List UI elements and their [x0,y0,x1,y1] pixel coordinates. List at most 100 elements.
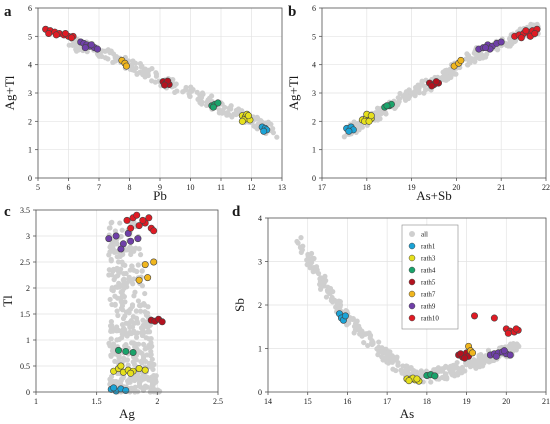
y-tick-label: 1 [26,336,30,345]
panel-b-letter: b [288,4,296,20]
data-point-rath10 [45,29,53,37]
y-tick-label: 2 [312,117,316,126]
background-point-all [395,100,401,107]
background-point-all [439,75,445,81]
y-tick-label: 0 [26,388,30,397]
data-point-rath7 [457,56,465,64]
background-point-all [139,283,146,289]
data-point-rath3 [244,112,252,120]
background-point-all [298,235,304,241]
legend-marker-rath3 [408,254,416,262]
panel-c-ag-vs-tl: c 1 1.5 2 2.5 0 0.5 1 1.5 2 2.5 3 3.5 Ag Tl [0,204,223,421]
background-point-all [142,346,148,352]
background-point-all [308,250,315,257]
background-point-all [125,362,131,368]
background-point-all [139,268,145,274]
background-point-all [142,383,149,389]
data-point-rath7 [122,62,130,70]
background-point-all [137,377,143,383]
data-point-rath9 [500,347,508,355]
background-point-all [109,322,115,328]
background-point-all [134,71,140,77]
x-axis-title: Pb [153,188,167,203]
y-tick-label: 1 [28,146,32,155]
x-tick-label: 16 [343,397,351,406]
x-tick-label: 7 [97,183,101,192]
data-point-rath1 [341,312,349,320]
background-point-all [322,273,328,279]
background-point-all [133,65,139,71]
data-point-rath9 [482,44,490,52]
background-point-all [295,240,301,246]
background-point-all [359,333,365,339]
background-point-all [149,78,155,84]
background-point-all [114,308,120,314]
background-point-all [465,52,472,59]
y-tick-label: 5 [28,32,32,41]
y-tick-label: 5 [312,32,316,41]
legend-label-rath5: rath5 [421,279,436,287]
y-tick-label: 3 [258,258,262,267]
y-tick-label: 3 [312,89,316,98]
background-point-all [403,366,409,373]
background-point-all [254,114,260,120]
legend-marker-rath4 [408,266,416,274]
y-tick-label: 2 [28,117,32,126]
data-point-rath3 [141,366,149,374]
data-point-rath10 [135,222,143,230]
background-point-all [129,303,135,310]
y-tick-label: 0 [258,388,262,397]
data-point-rath10 [127,224,135,232]
background-point-all [110,243,116,250]
data-point-rath1 [345,127,353,135]
background-point-all [153,71,160,77]
background-point-all [304,262,310,268]
x-tick-label: 8 [128,183,132,192]
background-point-all [319,281,325,288]
background-point-all [137,252,144,258]
y-tick-label: 6 [312,4,316,13]
data-point-rath7 [135,276,143,284]
x-tick-label: 1 [34,397,38,406]
data-point-rath10 [145,214,153,222]
background-point-all [419,82,425,88]
y-tick-label: 3 [26,232,30,241]
background-point-all [152,376,159,383]
background-point-all [120,262,126,268]
x-axis-title: As+Sb [416,188,452,203]
background-point-all [443,371,449,377]
data-point-rath1 [122,386,130,394]
x-axis-title: Ag [119,406,135,421]
background-point-all [127,329,133,335]
data-point-rath3 [117,362,125,370]
background-point-all [419,78,425,84]
background-point-all [144,323,150,329]
data-point-rath7 [144,274,152,282]
background-point-all [106,225,113,231]
background-point-all [465,359,471,365]
background-point-all [123,270,129,277]
background-point-all [140,341,147,347]
background-point-all [118,298,124,305]
background-point-all [131,276,137,282]
x-tick-label: 1.5 [92,397,102,406]
background-point-all [378,110,385,116]
background-point-all [131,248,137,254]
legend-marker-rath5 [408,278,416,286]
background-point-all [190,86,196,93]
background-point-all [437,366,443,372]
panel-a-letter: a [4,4,12,20]
background-point-all [479,357,485,363]
background-point-all [148,377,154,383]
data-point-rath3 [127,369,135,377]
y-tick-label: 1 [258,345,262,354]
background-point-all [122,313,128,319]
x-tick-label: 6 [67,183,71,192]
background-point-all [369,341,375,348]
data-point-rath10 [471,312,479,320]
background-point-all [337,304,343,310]
background-point-all [136,246,142,252]
background-point-all [170,77,176,83]
background-point-all [328,296,335,302]
